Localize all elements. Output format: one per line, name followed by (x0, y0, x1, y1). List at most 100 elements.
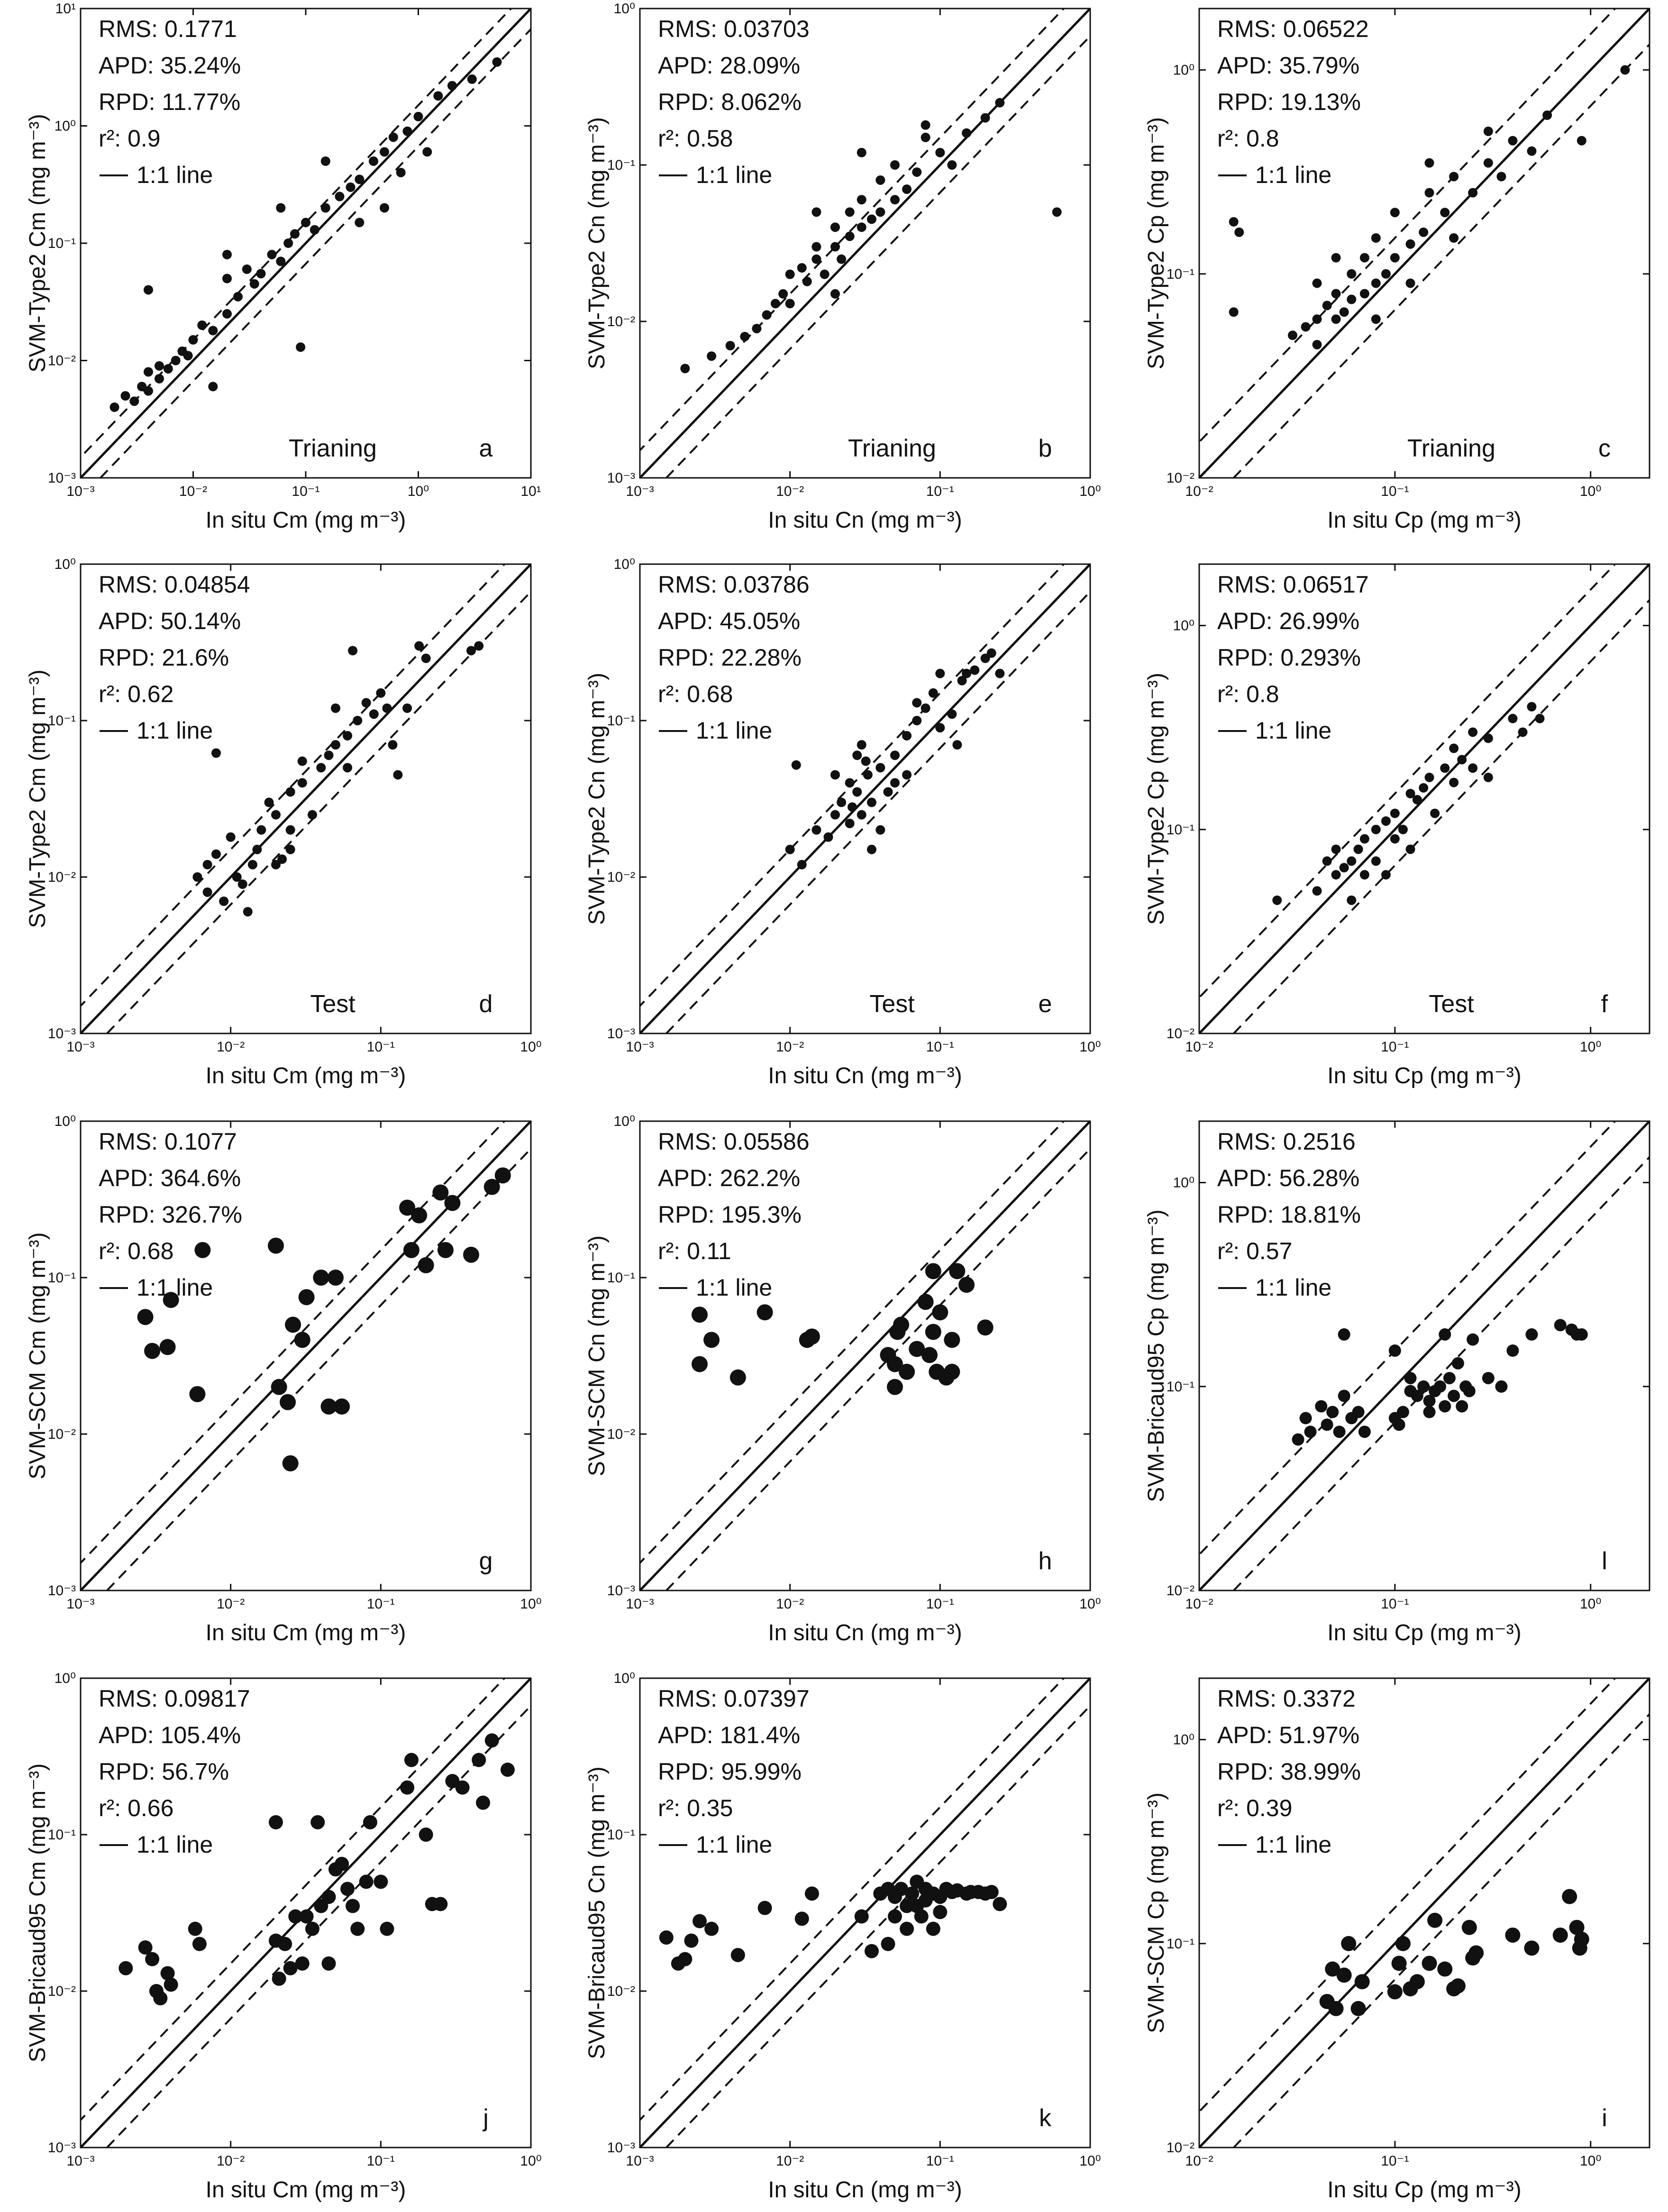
data-point (160, 1966, 175, 1981)
data-point (1229, 217, 1239, 227)
data-points (118, 1733, 515, 2006)
data-point (852, 750, 862, 760)
lower-dashed-line (1233, 598, 1650, 1033)
data-point (921, 120, 930, 130)
upper-dashed-line (81, 1678, 505, 2121)
data-point (902, 184, 912, 194)
data-point (285, 787, 295, 797)
data-point (1312, 314, 1322, 324)
data-point (267, 249, 277, 259)
stat-text: r²: 0.8 (1217, 125, 1279, 152)
data-point (1347, 856, 1357, 866)
data-point (803, 1328, 820, 1345)
data-point (1569, 1920, 1585, 1935)
data-point (883, 787, 893, 797)
data-point (445, 1774, 460, 1789)
data-point (1468, 188, 1478, 198)
panel-c: 10⁻²10⁻² 10⁻¹ 10⁻¹ 10⁰ 10⁰ RMS: 0.06522 APD: 3… (1144, 8, 1650, 533)
x-tick-label: 10⁻³ (626, 2153, 654, 2169)
data-point (785, 844, 795, 854)
data-point (1331, 289, 1341, 299)
data-point (1371, 233, 1381, 243)
data-point (890, 195, 900, 205)
reference-lines (1199, 1121, 1650, 1590)
dataset-label: Test (1429, 990, 1474, 1018)
x-axis-label: In situ Cn (mg m⁻³) (768, 1063, 962, 1088)
stat-text: APD: 35.24% (99, 52, 241, 79)
data-point (331, 740, 341, 750)
data-point (492, 57, 502, 67)
x-tick-label: 10⁻¹ (292, 484, 319, 499)
data-point (310, 1815, 325, 1829)
data-point (1430, 808, 1440, 818)
data-point (1272, 895, 1282, 905)
data-point (202, 887, 212, 897)
stat-text: APD: 50.14% (99, 608, 241, 634)
x-tick-label: 10⁻¹ (926, 484, 954, 499)
data-point (313, 1270, 329, 1286)
data-point (1338, 1328, 1350, 1341)
data-point (403, 1242, 419, 1258)
data-point (703, 1332, 720, 1348)
data-point (1390, 208, 1400, 218)
data-point (1347, 294, 1357, 304)
x-tick-label: 10⁰ (1580, 1596, 1601, 1612)
data-point (256, 269, 266, 279)
y-tick-label: 10⁻¹ (607, 1827, 635, 1843)
data-point (277, 854, 287, 864)
one-to-one-line (1199, 564, 1650, 1033)
stat-text: RMS: 0.03703 (658, 16, 810, 42)
y-tick-label: 10⁰ (55, 1114, 76, 1129)
data-point (1325, 1961, 1340, 1977)
data-point (343, 763, 353, 773)
legend-label: 1:1 line (137, 1274, 213, 1301)
panel-f: 10⁻²10⁻² 10⁻¹ 10⁻¹ 10⁰ 10⁰ RMS: 0.06517 APD: 2… (1144, 563, 1650, 1088)
data-point (804, 1886, 819, 1901)
data-point (900, 1899, 914, 1913)
data-point (192, 872, 202, 882)
data-point (1381, 870, 1391, 880)
y-tick-label: 10⁻¹ (48, 713, 76, 729)
data-point (159, 1339, 176, 1355)
data-point (1508, 713, 1518, 723)
data-points (785, 648, 1005, 869)
data-point (1322, 856, 1332, 866)
data-point (222, 249, 232, 259)
data-point (355, 174, 365, 184)
stat-text: r²: 0.57 (1217, 1238, 1292, 1264)
lower-dashed-line (1233, 1155, 1650, 1590)
data-point (866, 797, 876, 807)
data-point (1562, 1889, 1577, 1904)
y-tick-label: 10⁻¹ (1167, 266, 1194, 282)
data-point (823, 832, 833, 842)
data-point (725, 341, 735, 351)
data-point (1354, 1974, 1370, 1990)
data-point (1331, 253, 1341, 263)
panel-letter: h (1039, 1547, 1052, 1575)
data-point (402, 126, 412, 136)
stat-text: RMS: 0.3372 (1217, 1685, 1356, 1712)
data-point (447, 81, 457, 91)
data-point (298, 1289, 315, 1306)
x-tick-label: 10⁰ (520, 2153, 541, 2169)
data-point (1483, 127, 1493, 137)
data-point (1287, 330, 1297, 340)
data-point (912, 698, 922, 708)
data-point (321, 1956, 336, 1971)
data-point (1554, 1319, 1567, 1332)
data-point (346, 182, 355, 192)
data-point (393, 770, 403, 780)
data-point (188, 1921, 202, 1936)
one-to-one-line (1199, 1121, 1650, 1590)
data-point (1304, 1426, 1317, 1438)
data-point (1506, 1344, 1519, 1357)
panel-letter: c (1598, 435, 1611, 462)
x-axis-label: In situ Cp (mg m⁻³) (1327, 508, 1521, 533)
stat-text: APD: 105.4% (99, 1722, 241, 1748)
y-tick-label: 10⁰ (614, 1671, 635, 1686)
data-point (1341, 1936, 1357, 1951)
data-point (346, 1899, 360, 1913)
data-point (1483, 158, 1493, 168)
data-point (947, 160, 957, 170)
stat-text: APD: 51.97% (1217, 1722, 1359, 1748)
